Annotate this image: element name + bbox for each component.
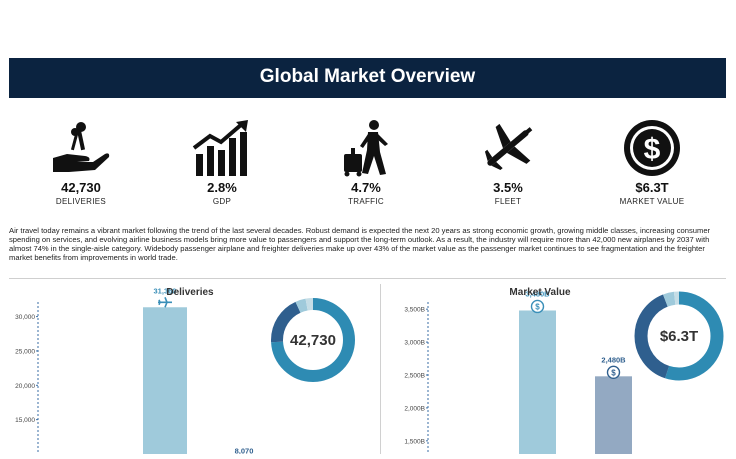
chart-title: Deliveries [166, 287, 214, 298]
description-paragraph: Air travel today remains a vibrant marke… [9, 226, 711, 262]
deliveries-chart: Deliveries 15,000 20,000 25,000 30,000 31,36… [0, 284, 378, 455]
donut-chart [271, 298, 355, 382]
kpi-traffic: 4.7% TRAFFIC [306, 118, 426, 206]
airplane-icon [484, 123, 533, 171]
kpi-label: DELIVERIES [55, 197, 107, 206]
kpi-label: MARKET VALUE [619, 197, 685, 206]
market-value-bar-chart: 1,500B 2,000B 2,500B 3,000B 3,500B 3,480B $2,4… [404, 289, 724, 454]
donut-center-label: $6.3T [660, 328, 698, 345]
bar [519, 310, 556, 454]
kpi-value: 4.7% [351, 180, 381, 195]
y-tick-label: 2,000B [404, 405, 425, 412]
y-tick-label: 3,500B [404, 307, 425, 314]
y-tick-label: 2,500B [404, 373, 425, 380]
y-tick-label: 20,000 [15, 383, 35, 390]
bar-value-label: 2,480B [601, 355, 626, 364]
donut-chart [634, 291, 724, 381]
kpi-value: $6.3T [635, 180, 669, 195]
bar-value-label: 8,070 [235, 446, 254, 454]
kpi-value: 2.8% [207, 180, 237, 195]
kpi-market-value: $ $6.3T MARKET VALUE [592, 118, 712, 206]
donut-center-label: 42,730 [290, 332, 336, 349]
kpi-fleet: 3.5% FLEET [448, 118, 568, 206]
hand-keys-icon [53, 122, 110, 172]
kpi-gdp: 2.8% GDP [162, 118, 282, 206]
svg-text:$: $ [644, 133, 661, 166]
y-tick-label: 3,000B [404, 340, 425, 347]
kpi-label: FLEET [494, 197, 522, 206]
bar-value-label: 31,360 [154, 286, 177, 295]
kpi-value: 3.5% [493, 180, 523, 195]
kpi-deliveries: 42,730 DELIVERIES [21, 118, 141, 206]
airplane-icon [158, 296, 172, 308]
y-tick-label: 30,000 [15, 314, 35, 321]
kpi-value: 42,730 [61, 180, 101, 195]
market-value-chart: Market Value 1,500B 2,000B 2,500B 3,000B 3,5… [382, 284, 736, 454]
donut-segment [634, 291, 724, 381]
chart-divider [380, 284, 381, 454]
y-tick-label: 1,500B [404, 438, 425, 445]
chart-title: Market Value [509, 287, 571, 298]
growth-chart-icon [192, 120, 248, 176]
donut-segment [634, 291, 724, 381]
traveler-luggage-icon [344, 120, 388, 177]
kpi-label: GDP [212, 197, 232, 206]
kpi-label: TRAFFIC [348, 197, 384, 206]
deliveries-bar-chart: 15,000 20,000 25,000 30,000 31,360 8,070 42,73… [15, 286, 355, 455]
dollar-coin-icon: $ [624, 120, 680, 176]
y-tick-label: 15,000 [15, 417, 35, 424]
bar [595, 376, 632, 454]
svg-text:$: $ [611, 368, 616, 377]
y-tick-label: 25,000 [15, 348, 35, 355]
donut-segment [271, 298, 355, 382]
page-title: Global Market Overview [259, 66, 476, 87]
header-banner: Global Market Overview [9, 58, 726, 98]
dollar-coin-icon: $ [606, 365, 621, 380]
dollar-coin-icon: $ [530, 299, 545, 314]
donut-segment [271, 298, 355, 382]
bar [143, 307, 187, 454]
bar-value-label: 3,480B [525, 289, 550, 298]
section-divider [9, 278, 726, 279]
svg-text:$: $ [535, 302, 540, 311]
